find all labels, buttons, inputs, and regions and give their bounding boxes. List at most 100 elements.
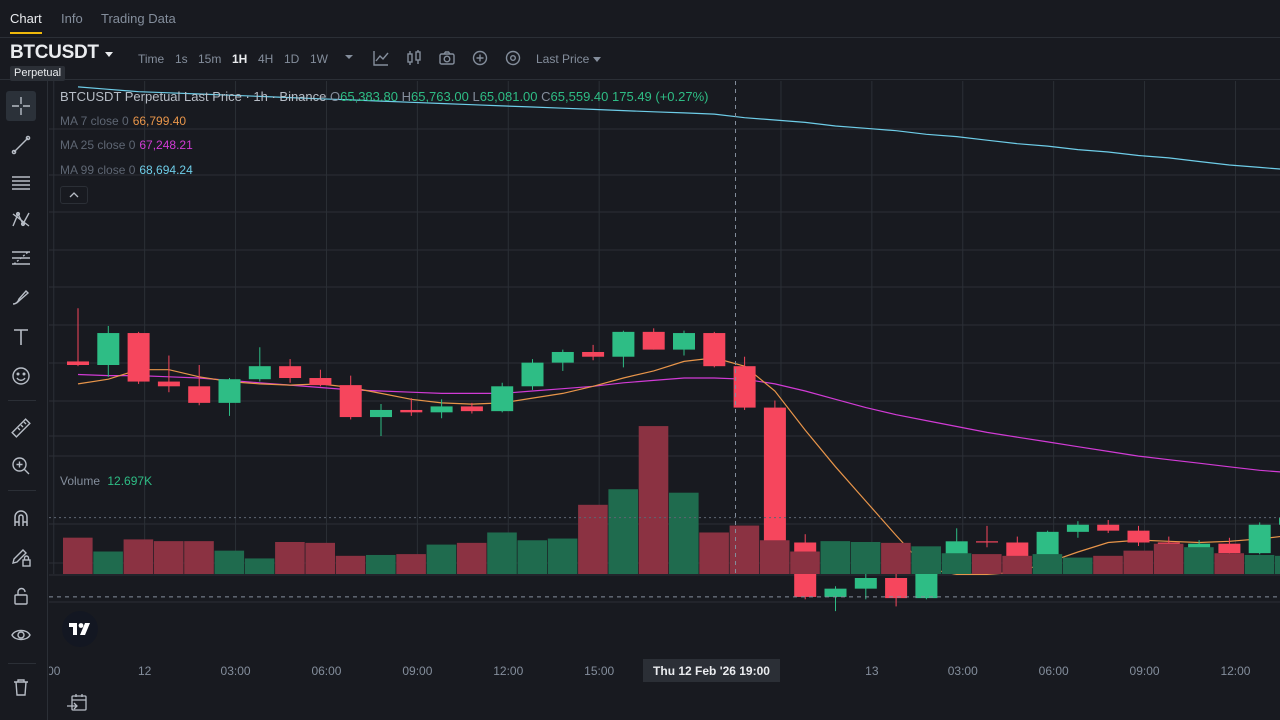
ma99-label: MA 99 close 0 [60,163,136,177]
volume-bar [1184,547,1214,574]
settings-icon[interactable] [504,49,522,67]
lock-tool[interactable] [6,581,36,611]
screenshot-icon[interactable] [438,49,456,67]
volume-bar [366,554,396,574]
volume-bar [396,554,426,574]
ruler-tool[interactable] [6,413,36,443]
fib-retracement-tool[interactable] [6,243,36,273]
candle-body [703,333,726,367]
candle-body [824,588,847,597]
volume-bar [335,555,366,574]
x-axis-tick-label: 12:00 [493,664,523,678]
volume-bar [487,532,517,574]
candle-body [218,379,241,403]
legend-symbol-title: BTCUSDT Perpetual Last Price · 1h · Bina… [60,89,327,104]
trash-icon [14,679,28,696]
volume-bar [1153,543,1184,574]
volume-bar [578,504,608,574]
magnet-tool[interactable] [6,503,36,533]
crosshair-tool[interactable] [6,91,36,121]
ma99-legend[interactable]: MA 99 close 0 68,694.24 [60,163,193,177]
symbol-selector[interactable]: BTCUSDT [10,42,99,63]
time-interval-label[interactable]: Time [138,52,165,66]
chart-toolbar: BTCUSDT Perpetual Time 1s 15m 1H 4H 1D 1… [0,38,1280,81]
candle-body [885,578,908,599]
more-intervals-caret-icon[interactable] [342,50,360,68]
interval-1s[interactable]: 1s [175,52,188,66]
x-axis-tick-label: 09:00 [1130,664,1160,678]
volume-value: 12.697K [107,474,153,488]
interval-1h[interactable]: 1H [232,52,248,66]
volume-bar [941,553,972,574]
volume-bar [456,542,487,574]
tab-chart[interactable]: Chart [10,11,42,34]
horizontal-lines-tool[interactable] [6,168,36,198]
close-key: C [541,89,551,104]
interval-1w[interactable]: 1W [310,52,328,66]
ma99-value: 68,694.24 [139,163,193,177]
volume-bar [1244,554,1275,574]
eye-icon [11,629,31,641]
chart-type-icon[interactable] [405,49,423,67]
candle-body [248,366,271,380]
tradingview-logo[interactable] [62,611,98,647]
chevron-down-icon[interactable] [105,52,113,57]
perpetual-badge: Perpetual [10,66,66,81]
go-to-date-icon[interactable] [66,693,90,715]
pencil-lock-tool[interactable] [6,542,36,572]
candle-body [370,409,392,418]
candle-body [491,386,514,412]
volume-bar [426,544,457,574]
legend-high: 65,763.00 [410,89,469,104]
ma7-legend[interactable]: MA 7 close 0 66,799.40 [60,114,186,128]
price-chart[interactable]: 00 12 03:00 06:00 09:00 12:00 15:00 13 03:00 06:0… [49,81,1280,681]
candle-body [521,362,544,387]
pattern-tool[interactable] [6,205,36,235]
x-axis-tick-label: 00 [49,664,61,678]
volume-bar [911,546,941,574]
candle-body [976,541,998,543]
ma99-line [77,86,1280,170]
indicators-icon[interactable] [372,49,390,67]
candle-body [1066,524,1089,532]
volume-bar [1002,555,1032,574]
volume-bar [1123,550,1154,574]
interval-4h[interactable]: 4H [258,52,274,66]
candle-body [97,333,120,365]
candle-body [460,406,483,412]
ruler-icon [11,418,31,438]
toolbar-divider [8,400,36,401]
remove-drawings-tool[interactable] [6,672,36,702]
volume-bar [608,489,638,574]
add-icon[interactable] [471,49,489,67]
interval-15m[interactable]: 15m [198,52,222,66]
visibility-tool[interactable] [6,620,36,650]
volume-legend: Volume 12.697K [60,474,152,488]
trend-line-tool[interactable] [6,130,36,160]
price-type-selector[interactable]: Last Price [536,52,602,66]
collapse-legend-button[interactable] [60,186,88,204]
volume-bar [729,525,760,574]
emoji-tool[interactable] [6,361,36,391]
volume-bar [759,540,790,574]
candle-body [673,333,695,350]
text-tool[interactable] [6,322,36,352]
volume-bar [881,542,911,574]
brush-tool[interactable] [6,282,36,312]
x-axis-tick-label: 03:00 [221,664,251,678]
volume-bar [850,541,881,574]
chevron-down-icon [593,57,602,63]
candle-body [642,331,665,350]
volume-bar [305,542,335,574]
candle-body [1218,543,1241,554]
interval-1d[interactable]: 1D [284,52,300,66]
tab-info[interactable]: Info [61,11,83,26]
x-axis-tick-label: 15:00 [584,664,614,678]
ma25-legend[interactable]: MA 25 close 0 67,248.21 [60,138,193,152]
zoom-in-tool[interactable] [6,451,36,481]
tab-trading-data[interactable]: Trading Data [101,11,176,26]
volume-bar [1093,555,1123,574]
lock-icon [14,587,28,605]
legend-open: 65,383.80 [340,89,398,104]
open-key: O [330,89,341,104]
